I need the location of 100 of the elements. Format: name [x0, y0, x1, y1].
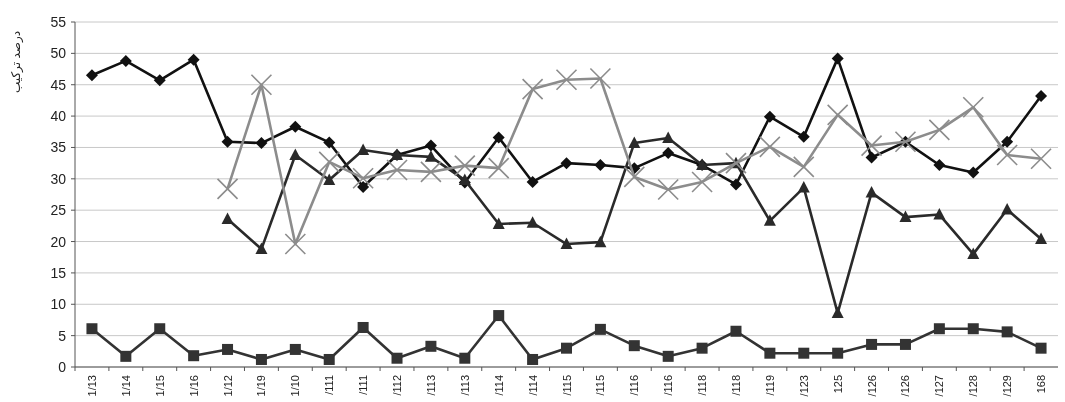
point	[691, 171, 713, 193]
point	[1035, 90, 1048, 103]
point	[729, 178, 742, 191]
point	[933, 159, 946, 172]
x-tick-label: /113	[458, 375, 471, 396]
point	[323, 173, 336, 186]
point	[662, 350, 674, 362]
point	[594, 159, 607, 172]
point	[357, 143, 370, 155]
point	[153, 74, 166, 87]
point	[284, 233, 307, 255]
point	[154, 323, 166, 335]
point	[487, 157, 510, 179]
point	[391, 352, 403, 364]
point	[865, 186, 878, 198]
point	[657, 178, 679, 201]
x-tick-label: /126	[865, 375, 878, 397]
x-tick-label: /112	[391, 375, 404, 396]
x-tick-label: 125	[831, 375, 844, 394]
point	[454, 154, 476, 177]
x-tick-label: /119	[763, 375, 776, 396]
point	[352, 167, 374, 189]
x-tick-label: /118	[696, 375, 709, 396]
x-tick-label: /115	[560, 375, 573, 396]
point	[420, 161, 442, 183]
x-tick-label: /115	[594, 375, 607, 396]
y-tick-label: 0	[58, 359, 67, 375]
point	[996, 144, 1018, 166]
point	[85, 69, 98, 82]
point	[730, 325, 742, 337]
point	[933, 208, 946, 220]
x-tick-label: 1/14	[119, 375, 132, 397]
point	[1030, 147, 1052, 170]
point	[1035, 342, 1047, 354]
point	[323, 353, 335, 365]
point	[357, 321, 369, 333]
point	[967, 323, 979, 335]
x-tick-label: /126	[899, 375, 912, 397]
point	[798, 347, 810, 359]
x-tick-label: 168	[1035, 375, 1048, 394]
point	[865, 151, 878, 164]
point	[725, 152, 747, 174]
point	[797, 181, 810, 193]
point	[459, 352, 471, 364]
point	[526, 175, 539, 188]
point	[763, 110, 776, 123]
point	[792, 156, 815, 178]
point	[222, 343, 234, 355]
point	[255, 137, 268, 150]
point	[866, 338, 878, 350]
x-tick-label: /114	[492, 375, 505, 396]
point	[1001, 326, 1013, 338]
y-tick-label: 50	[50, 45, 67, 62]
y-tick-label: 5	[58, 327, 67, 344]
y-tick-label: 20	[50, 233, 67, 250]
x-tick-label: /111	[357, 375, 370, 395]
y-tick-label: 15	[50, 264, 67, 281]
x-tick-label: /116	[662, 375, 675, 396]
x-tick-label: 1/13	[85, 375, 98, 397]
x-tick-label: 1/12	[221, 375, 234, 397]
x-tick-label: 1/16	[187, 375, 200, 397]
point	[255, 353, 267, 365]
point	[860, 134, 883, 157]
x-tick-label: /114	[526, 375, 539, 396]
x-tick-label: 1/15	[153, 375, 166, 397]
y-tick-label: 45	[50, 76, 67, 93]
point	[832, 347, 844, 359]
point	[250, 73, 273, 96]
point	[526, 216, 539, 228]
point	[561, 342, 572, 354]
point	[763, 214, 776, 226]
x-tick-label: 1/19	[255, 375, 268, 397]
y-tick-label: 40	[50, 108, 67, 125]
point	[826, 104, 849, 126]
point	[899, 210, 912, 223]
point	[255, 242, 268, 255]
point	[662, 147, 675, 160]
point	[120, 350, 132, 362]
point	[357, 180, 370, 193]
point	[86, 323, 98, 335]
point	[962, 96, 985, 119]
y-tick-label: 30	[50, 170, 67, 187]
point	[933, 323, 945, 335]
point	[928, 119, 951, 141]
x-tick-label: 1/10	[289, 375, 302, 397]
point	[188, 350, 200, 362]
point	[1001, 135, 1014, 148]
point	[119, 54, 132, 67]
point	[187, 53, 200, 66]
y-tick-label: 25	[50, 202, 67, 219]
point	[764, 347, 776, 359]
point	[967, 247, 980, 260]
point	[323, 136, 336, 149]
point	[894, 131, 917, 153]
point	[521, 78, 544, 100]
point	[289, 343, 301, 355]
point	[289, 120, 302, 133]
point	[1001, 203, 1014, 215]
point	[1035, 232, 1048, 245]
point	[318, 151, 341, 173]
